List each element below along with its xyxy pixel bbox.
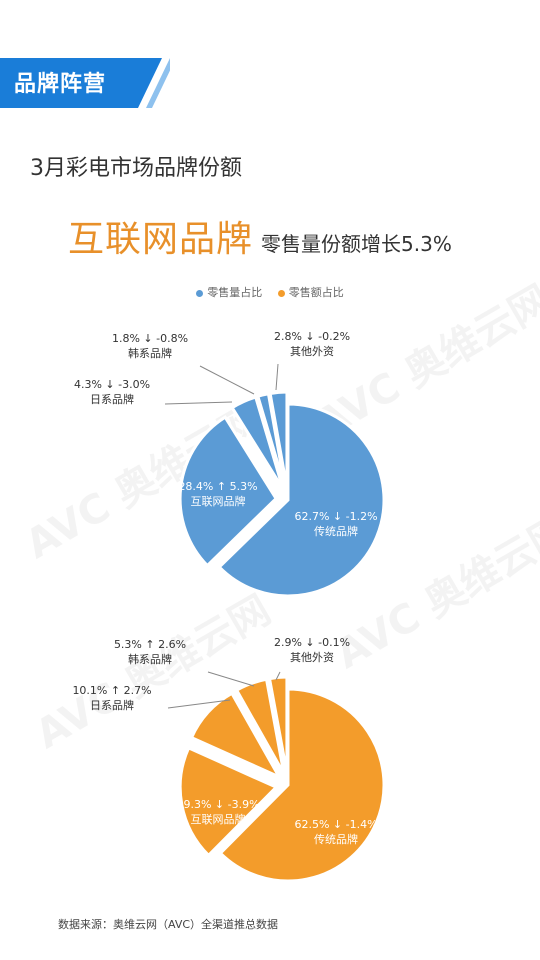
slice-value: 5.3% ↑ 2.6% — [113, 638, 187, 651]
pie-slice-3 — [234, 677, 286, 775]
chart-subtitle: 3月彩电市场品牌份额 — [30, 156, 242, 181]
slice-label-4: 2.8% ↓ -0.2% 其他外资 — [252, 330, 372, 359]
slice-value: 62.7% ↓ -1.2% — [294, 510, 378, 523]
legend-item-value: 零售额占比 — [277, 284, 344, 300]
leader-line-2 — [164, 401, 233, 405]
slice-label-4: 2.9% ↓ -0.1% 其他外资 — [252, 636, 372, 665]
section-banner: 品牌阵营 — [0, 58, 170, 108]
slice-label-1: 19.3% ↓ -3.9% 互联网品牌 — [158, 798, 278, 827]
slice-value: 19.3% ↓ -3.9% — [176, 798, 260, 811]
pie-slice-1 — [178, 415, 278, 568]
pie-svg — [167, 671, 386, 883]
slice-value: 2.8% ↓ -0.2% — [273, 330, 351, 343]
slice-value: 2.9% ↓ -0.1% — [273, 636, 351, 649]
legend-label-value: 零售额占比 — [288, 286, 344, 299]
slice-label-2: 10.1% ↑ 2.7% 日系品牌 — [52, 684, 172, 713]
slice-name: 日系品牌 — [90, 393, 134, 406]
section-title: 品牌阵营 — [14, 72, 107, 97]
slice-value: 62.5% ↓ -1.4% — [294, 818, 378, 831]
leader-line-4 — [275, 363, 279, 391]
slice-name: 日系品牌 — [90, 699, 134, 712]
pie-slice-4 — [268, 390, 289, 489]
slice-name: 互联网品牌 — [190, 495, 246, 508]
headline: 互联网品牌 零售量份额增长5.3% — [68, 210, 452, 262]
leader-line-2 — [167, 699, 231, 709]
slice-name: 韩系品牌 — [128, 347, 172, 360]
leader-line-3 — [199, 365, 255, 395]
slice-name: 互联网品牌 — [190, 813, 246, 826]
pie-chart-volume: 62.7% ↓ -1.2% 传统品牌 28.4% ↑ 5.3% 互联网品牌 4.3% ↓… — [0, 310, 540, 640]
legend-swatch-value — [277, 289, 285, 297]
headline-sub: 零售量份额增长5.3% — [261, 232, 452, 256]
data-source: 数据来源：奥维云网（AVC）全渠道推总数据 — [58, 918, 279, 931]
slice-name: 韩系品牌 — [128, 653, 172, 666]
slice-name: 传统品牌 — [314, 833, 358, 846]
slice-label-3: 1.8% ↓ -0.8% 韩系品牌 — [90, 332, 210, 361]
pie-chart-value: 62.5% ↓ -1.4% 传统品牌 19.3% ↓ -3.9% 互联网品牌 10.1%… — [0, 600, 540, 930]
pie-slice-1 — [178, 745, 279, 858]
legend-item-volume: 零售量占比 — [196, 284, 262, 300]
legend-swatch-volume — [196, 289, 204, 297]
leader-line-4 — [275, 671, 281, 681]
slice-value: 1.8% ↓ -0.8% — [111, 332, 189, 345]
slice-value: 4.3% ↓ -3.0% — [73, 378, 151, 391]
pie-svg — [164, 363, 386, 598]
pie-slice-4 — [267, 675, 289, 774]
pie-slice-0 — [217, 402, 386, 598]
headline-main: 互联网品牌 — [68, 219, 254, 260]
pie-slice-2 — [189, 691, 283, 781]
slice-label-0: 62.5% ↓ -1.4% 传统品牌 — [276, 818, 396, 847]
pie-slice-0 — [218, 687, 386, 883]
slice-name: 其他外资 — [290, 345, 334, 358]
slice-label-0: 62.7% ↓ -1.2% 传统品牌 — [276, 510, 396, 539]
legend-label-volume: 零售量占比 — [207, 286, 263, 299]
slice-label-1: 28.4% ↑ 5.3% 互联网品牌 — [158, 480, 278, 509]
slice-label-2: 4.3% ↓ -3.0% 日系品牌 — [52, 378, 172, 407]
slice-name: 传统品牌 — [314, 525, 358, 538]
slice-label-3: 5.3% ↑ 2.6% 韩系品牌 — [90, 638, 210, 667]
slice-value: 28.4% ↑ 5.3% — [178, 480, 258, 493]
leader-line-3 — [207, 671, 255, 687]
slice-value: 10.1% ↑ 2.7% — [72, 684, 152, 697]
banner-shape — [0, 58, 170, 108]
pie-slice-3 — [256, 392, 287, 489]
slice-name: 其他外资 — [290, 651, 334, 664]
pie-slice-2 — [230, 395, 285, 490]
chart-legend: 零售量占比 零售额占比 — [0, 284, 540, 300]
